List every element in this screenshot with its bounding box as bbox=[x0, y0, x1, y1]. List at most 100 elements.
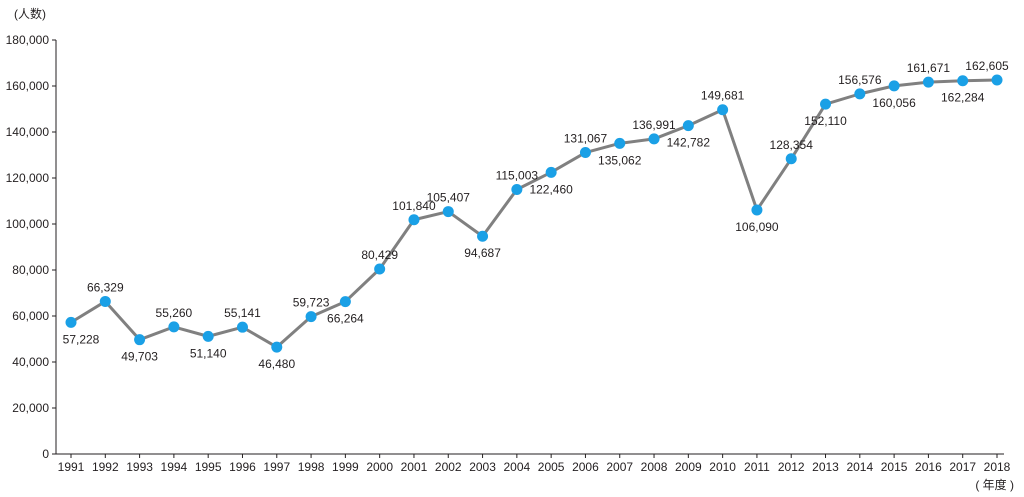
data-point bbox=[305, 311, 317, 323]
data-point bbox=[682, 120, 694, 132]
y-tick-label: 80,000 bbox=[12, 263, 49, 277]
x-tick-label: 1999 bbox=[332, 460, 359, 474]
x-tick-label: 2012 bbox=[778, 460, 805, 474]
x-tick-label: 2003 bbox=[469, 460, 496, 474]
data-point bbox=[339, 296, 351, 308]
x-tick-label: 2018 bbox=[984, 460, 1011, 474]
data-label: 55,260 bbox=[156, 306, 193, 320]
x-tick-label: 2007 bbox=[606, 460, 633, 474]
data-point bbox=[374, 263, 386, 275]
data-label: 115,003 bbox=[496, 168, 539, 182]
data-point bbox=[957, 75, 969, 87]
data-label: 66,264 bbox=[327, 312, 364, 326]
data-point bbox=[614, 137, 626, 149]
x-tick-label: 2000 bbox=[366, 460, 393, 474]
data-label: 156,576 bbox=[838, 73, 882, 87]
series-line bbox=[70, 78, 998, 349]
y-tick-label: 140,000 bbox=[6, 125, 50, 139]
x-tick-label: 2015 bbox=[881, 460, 908, 474]
x-tick-label: 2017 bbox=[949, 460, 976, 474]
y-axis-ticks: 0 20,000 40,000 60,000 80,000 100,000 120,000 1… bbox=[6, 33, 56, 461]
x-tick-label: 2001 bbox=[401, 460, 428, 474]
data-labels: 57,228 66,329 49,703 55,260 51,140 55,141 46,4… bbox=[63, 59, 1009, 371]
data-label: 162,284 bbox=[941, 91, 985, 105]
data-point bbox=[888, 80, 900, 92]
y-tick-label: 120,000 bbox=[6, 171, 50, 185]
x-tick-label: 2013 bbox=[812, 460, 839, 474]
data-label: 152,110 bbox=[804, 114, 847, 128]
data-label: 161,671 bbox=[907, 61, 951, 75]
data-label: 57,228 bbox=[63, 332, 100, 346]
data-point bbox=[854, 88, 866, 100]
data-point bbox=[579, 147, 591, 159]
data-label: 136,991 bbox=[632, 118, 676, 132]
data-label: 101,840 bbox=[392, 199, 436, 213]
x-tick-label: 2005 bbox=[538, 460, 565, 474]
data-point bbox=[442, 206, 454, 218]
data-point bbox=[648, 133, 660, 145]
data-point bbox=[991, 74, 1003, 86]
x-tick-label: 2014 bbox=[846, 460, 873, 474]
data-point bbox=[785, 153, 797, 165]
y-tick-label: 160,000 bbox=[6, 79, 50, 93]
data-label: 94,687 bbox=[464, 246, 501, 260]
data-point bbox=[134, 334, 146, 346]
data-label: 49,703 bbox=[121, 350, 158, 364]
y-tick-label: 20,000 bbox=[12, 401, 49, 415]
x-tick-label: 1998 bbox=[298, 460, 325, 474]
data-point bbox=[236, 321, 248, 333]
x-tick-label: 2006 bbox=[572, 460, 599, 474]
data-label: 162,605 bbox=[965, 59, 1009, 73]
x-tick-label: 2004 bbox=[504, 460, 531, 474]
data-point bbox=[168, 321, 180, 333]
data-label: 122,460 bbox=[529, 182, 573, 196]
data-label: 142,782 bbox=[667, 136, 711, 150]
data-label: 51,140 bbox=[190, 346, 227, 360]
x-tick-label: 2002 bbox=[435, 460, 462, 474]
data-point bbox=[511, 183, 523, 195]
x-tick-label: 2009 bbox=[675, 460, 702, 474]
x-tick-label: 1995 bbox=[195, 460, 222, 474]
data-point bbox=[922, 76, 934, 88]
data-label: 59,723 bbox=[293, 296, 330, 310]
data-label: 149,681 bbox=[701, 89, 745, 103]
data-point bbox=[202, 330, 214, 342]
data-label: 55,141 bbox=[224, 306, 261, 320]
data-point bbox=[545, 166, 557, 178]
data-point bbox=[820, 98, 832, 110]
y-unit-label: (人数) bbox=[14, 6, 46, 21]
data-label: 106,090 bbox=[735, 220, 779, 234]
x-tick-label: 1992 bbox=[92, 460, 119, 474]
x-axis-ticks: 1991 1992 1993 1994 1995 1996 1997 1998 1999 2000… bbox=[58, 454, 1011, 474]
y-tick-label: 40,000 bbox=[12, 355, 49, 369]
y-tick-label: 100,000 bbox=[6, 217, 50, 231]
data-point bbox=[408, 214, 420, 226]
data-label: 46,480 bbox=[258, 357, 295, 371]
data-point bbox=[65, 316, 77, 328]
x-tick-label: 2011 bbox=[744, 460, 770, 474]
data-point bbox=[271, 341, 283, 353]
data-label: 128,354 bbox=[770, 138, 814, 152]
y-tick-label: 60,000 bbox=[12, 309, 49, 323]
data-label: 131,067 bbox=[564, 132, 608, 146]
x-unit-label: ( 年度 ) bbox=[975, 477, 1014, 492]
data-label: 105,407 bbox=[427, 191, 471, 205]
x-tick-label: 2016 bbox=[915, 460, 942, 474]
series-group bbox=[65, 74, 1003, 353]
data-point bbox=[717, 104, 729, 116]
data-point bbox=[477, 230, 489, 242]
y-tick-label: 0 bbox=[42, 447, 49, 461]
x-tick-label: 2010 bbox=[709, 460, 736, 474]
data-label: 80,429 bbox=[361, 248, 398, 262]
x-tick-label: 1997 bbox=[263, 460, 290, 474]
x-tick-label: 1994 bbox=[161, 460, 188, 474]
data-point bbox=[99, 295, 111, 307]
data-label: 135,062 bbox=[598, 153, 642, 167]
x-tick-label: 1996 bbox=[229, 460, 256, 474]
x-tick-label: 1991 bbox=[58, 460, 85, 474]
x-tick-label: 2008 bbox=[641, 460, 668, 474]
data-label: 66,329 bbox=[87, 280, 124, 294]
data-point bbox=[751, 204, 763, 216]
y-tick-label: 180,000 bbox=[6, 33, 50, 47]
